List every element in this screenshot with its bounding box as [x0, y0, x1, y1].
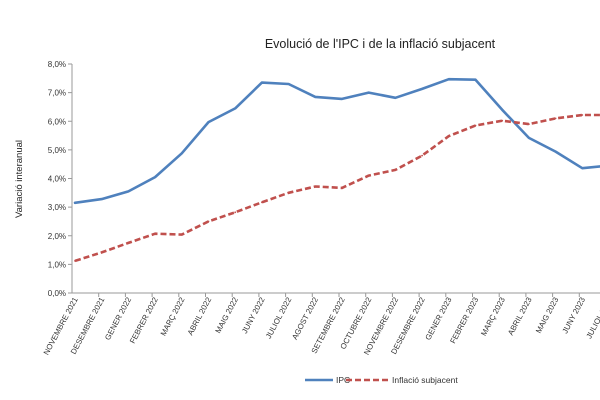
- x-tick-label: GENER 2023: [423, 296, 453, 342]
- x-tick-label: AGOST 2022: [290, 296, 320, 341]
- data-point: [261, 82, 263, 84]
- y-axis: 0,0% 1,0% 2,0% 3,0% 4,0% 5,0% 6,0% 7,0% 8,0%: [48, 60, 72, 298]
- y-tick-label: 0,0%: [48, 289, 66, 298]
- data-point: [74, 202, 76, 204]
- y-tick-label: 5,0%: [48, 146, 66, 155]
- data-point: [341, 98, 343, 100]
- x-tick-label: JUNY 2023: [560, 296, 587, 335]
- data-point: [501, 109, 503, 111]
- data-point: [555, 151, 557, 153]
- data-point: [181, 234, 183, 236]
- data-point: [314, 96, 316, 98]
- y-axis-label: Variació interanual: [14, 140, 25, 218]
- data-point: [234, 211, 236, 213]
- data-point: [528, 123, 530, 125]
- data-point: [208, 221, 210, 223]
- x-tick-label: JULIOL 2023: [584, 296, 600, 341]
- legend: IPC Inflació subjacent: [305, 375, 458, 385]
- chart: Evolució de l'IPC i de la inflació subja…: [0, 0, 600, 400]
- data-point: [288, 83, 290, 85]
- y-tick-label: 1,0%: [48, 260, 66, 269]
- data-point: [154, 233, 156, 235]
- x-tick-label: ABRIL 2023: [506, 296, 534, 337]
- data-point: [288, 192, 290, 194]
- x-tick-label: JUNY 2022: [240, 296, 267, 335]
- data-point: [421, 88, 423, 90]
- data-point: [101, 252, 103, 254]
- data-point: [234, 108, 236, 110]
- data-point: [421, 155, 423, 157]
- data-point: [127, 242, 129, 244]
- data-point: [448, 135, 450, 137]
- data-point: [501, 120, 503, 122]
- data-point: [341, 187, 343, 189]
- x-tick-label: MAIG 2023: [534, 296, 560, 335]
- x-tick-label: MAIG 2022: [214, 296, 240, 335]
- data-point: [395, 169, 397, 171]
- data-point: [448, 78, 450, 80]
- data-point: [368, 175, 370, 177]
- data-point: [101, 198, 103, 200]
- x-tick-label: MARÇ 2022: [159, 296, 187, 338]
- x-tick-label: JULIOL 2022: [264, 296, 293, 341]
- data-point: [154, 176, 156, 178]
- data-point: [74, 260, 76, 262]
- data-point: [475, 125, 477, 127]
- y-tick-label: 4,0%: [48, 175, 66, 184]
- data-point: [127, 191, 129, 193]
- x-tick-label: FEBRER 2023: [448, 296, 480, 345]
- data-point: [208, 121, 210, 123]
- y-tick-label: 3,0%: [48, 203, 66, 212]
- y-tick-label: 2,0%: [48, 232, 66, 241]
- data-point: [528, 137, 530, 139]
- series-line-0: [75, 79, 600, 203]
- chart-title: Evolució de l'IPC i de la inflació subja…: [265, 37, 496, 51]
- x-tick-label: GENER 2022: [103, 296, 133, 342]
- data-point: [581, 167, 583, 169]
- legend-label-1: Inflació subjacent: [392, 375, 458, 385]
- data-point: [314, 186, 316, 188]
- data-point: [581, 114, 583, 116]
- data-point: [395, 97, 397, 99]
- data-point: [475, 79, 477, 81]
- y-tick-label: 7,0%: [48, 89, 66, 98]
- data-point: [368, 92, 370, 94]
- data-point: [555, 118, 557, 120]
- x-tick-label: FEBRER 2022: [128, 296, 160, 345]
- x-tick-label: ABRIL 2022: [186, 296, 214, 337]
- plot-area: [74, 78, 600, 262]
- data-point: [261, 201, 263, 203]
- data-point: [181, 152, 183, 154]
- y-tick-label: 8,0%: [48, 60, 66, 69]
- series-line-1: [75, 115, 600, 261]
- y-tick-label: 6,0%: [48, 117, 66, 126]
- x-tick-label: MARÇ 2023: [479, 296, 507, 338]
